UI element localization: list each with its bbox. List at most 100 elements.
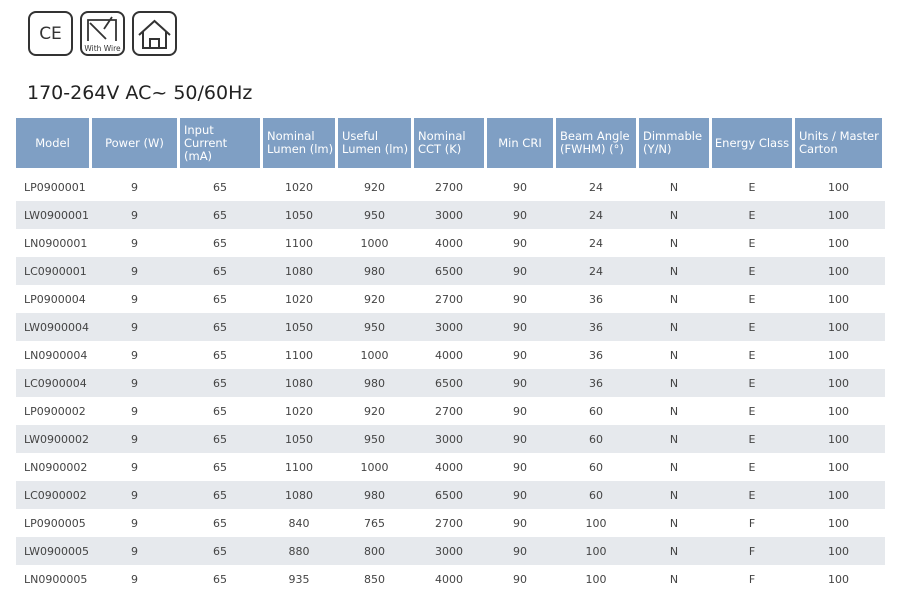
table-cell: 1050 <box>285 320 313 334</box>
table-cell: 9 <box>131 376 138 390</box>
table-cell: 950 <box>364 432 385 446</box>
table-cell: E <box>748 460 756 474</box>
table-cell: 4000 <box>435 460 463 474</box>
table-cell: E <box>748 320 756 334</box>
header-cell: Input Current (mA) <box>180 118 260 168</box>
table-cell: 2700 <box>435 292 463 306</box>
table-cell: E <box>748 404 756 418</box>
table-cell: E <box>748 376 756 390</box>
table-row: LC0900004 9 65 1080 980 6500 90 36 N E 100 <box>16 369 885 397</box>
table-cell: 65 <box>213 348 227 362</box>
table-row: LN0900001 9 65 1100 1000 4000 90 24 N E 100 <box>16 229 885 257</box>
header-cell: Energy Class <box>712 118 792 168</box>
table-cell: 90 <box>513 292 527 306</box>
table-cell: 1000 <box>360 348 389 362</box>
table-cell: 100 <box>828 544 849 558</box>
table-cell: 90 <box>513 460 527 474</box>
table-cell: N <box>669 460 679 474</box>
table-cell: 36 <box>589 376 603 390</box>
table-cell: N <box>669 292 679 306</box>
table-cell: 1080 <box>285 488 313 502</box>
house-glyph <box>138 19 171 49</box>
table-cell: 3000 <box>435 432 463 446</box>
table-cell: 880 <box>288 544 310 558</box>
table-cell: E <box>748 208 756 222</box>
table-cell: N <box>669 236 679 250</box>
table-row: LW0900001 9 65 1050 950 3000 90 24 N E 100 <box>16 201 885 229</box>
table-cell: 1100 <box>285 348 313 362</box>
table-cell: 65 <box>213 376 227 390</box>
table-cell: 850 <box>364 572 385 586</box>
table-cell: E <box>748 236 756 250</box>
table-cell: 100 <box>828 460 849 474</box>
table-cell: 90 <box>513 544 527 558</box>
table-cell: 1100 <box>285 236 313 250</box>
table-cell: 90 <box>513 264 527 278</box>
table-cell: 90 <box>513 432 527 446</box>
table-cell: 90 <box>513 404 527 418</box>
table-cell: 100 <box>828 236 849 250</box>
table-cell: 9 <box>131 544 138 558</box>
ce-icon <box>28 11 73 56</box>
table-cell: E <box>748 292 756 306</box>
table-cell: N <box>669 488 679 502</box>
table-cell: 980 <box>364 488 385 502</box>
table-cell: 6500 <box>435 488 463 502</box>
header-text: Nominal <box>267 129 315 143</box>
table-cell: 980 <box>364 376 385 390</box>
table-cell: N <box>669 180 679 194</box>
table-cell: 24 <box>589 264 603 278</box>
table-cell: 4000 <box>435 348 463 362</box>
spec-table: Model Power (W) Input Current (mA) Nominal Lu… <box>16 118 885 593</box>
header-cell: Model <box>16 118 89 168</box>
table-cell: 9 <box>131 264 138 278</box>
table-cell: 9 <box>131 460 138 474</box>
table-cell: N <box>669 264 679 278</box>
table-cell: 2700 <box>435 180 463 194</box>
table-cell: 9 <box>131 404 138 418</box>
table-row: LP0900005 9 65 840 765 2700 90 100 N F 100 <box>16 509 885 537</box>
table-cell: 24 <box>589 236 603 250</box>
table-cell: 65 <box>213 180 227 194</box>
table-cell: LC0900004 <box>24 376 87 390</box>
table-cell: 1020 <box>285 180 313 194</box>
table-cell: 24 <box>589 180 603 194</box>
table-cell: 65 <box>213 236 227 250</box>
header-row: Model Power (W) Input Current (mA) Nominal Lu… <box>16 118 885 168</box>
table-cell: 90 <box>513 572 527 586</box>
header-cell: Nominal Lumen (lm) <box>263 118 335 168</box>
table-cell: 765 <box>364 516 385 530</box>
table-cell: 950 <box>364 208 385 222</box>
table-cell: 90 <box>513 348 527 362</box>
table-row: LC0900001 9 65 1080 980 6500 90 24 N E 100 <box>16 257 885 285</box>
table-cell: 920 <box>364 404 385 418</box>
table-cell: 60 <box>589 460 603 474</box>
table-cell: 65 <box>213 292 227 306</box>
table-cell: N <box>669 320 679 334</box>
table-cell: LP0900004 <box>24 292 86 306</box>
table-cell: 65 <box>213 460 227 474</box>
table-cell: 935 <box>288 572 310 586</box>
table-cell: 920 <box>364 292 385 306</box>
table-cell: 4000 <box>435 236 463 250</box>
wire-icon <box>80 11 125 56</box>
table-cell: LP0900005 <box>24 516 86 530</box>
table-cell: LW0900002 <box>24 432 89 446</box>
table-cell: 3000 <box>435 208 463 222</box>
table-cell: 9 <box>131 180 138 194</box>
wire-glyph <box>87 16 117 41</box>
ce-text: CE <box>39 24 62 44</box>
header-text: Lumen (lm) <box>342 142 409 156</box>
table-cell: 100 <box>828 180 849 194</box>
table-cell: 100 <box>828 320 849 334</box>
table-cell: LP0900001 <box>24 180 86 194</box>
table-cell: 100 <box>828 208 849 222</box>
table-cell: LN0900001 <box>24 236 88 250</box>
header-text: Useful <box>342 129 379 143</box>
table-cell: E <box>748 180 756 194</box>
table-cell: 1000 <box>360 460 389 474</box>
table-cell: 100 <box>585 544 607 558</box>
table-row: LN0900004 9 65 1100 1000 4000 90 36 N E 100 <box>16 341 885 369</box>
table-cell: N <box>669 376 679 390</box>
